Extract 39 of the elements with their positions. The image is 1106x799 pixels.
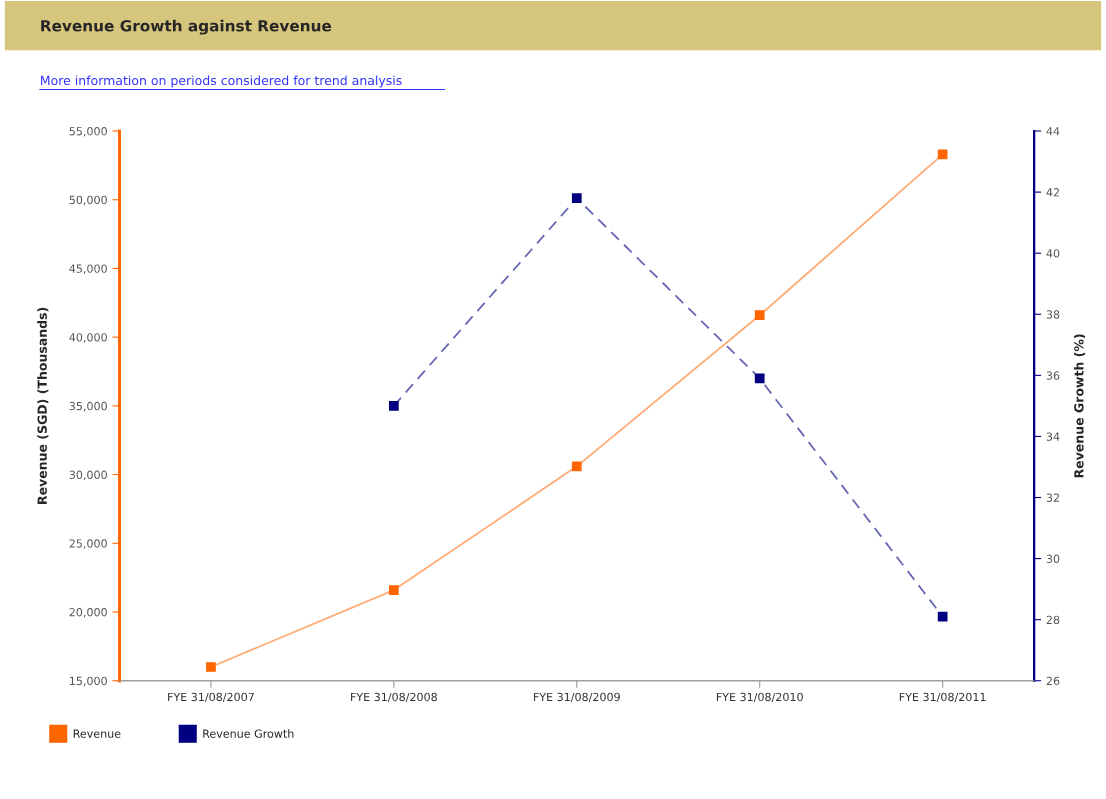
y2-tick-label: 26 xyxy=(1046,676,1060,686)
x-tick-label: FYE 31/08/2009 xyxy=(533,692,620,703)
point xyxy=(571,193,582,204)
point xyxy=(571,461,582,472)
y2-tick-label: 28 xyxy=(1046,615,1060,625)
x-tick-label: FYE 31/08/2010 xyxy=(716,692,803,703)
y2-tick-label: 34 xyxy=(1046,432,1060,441)
y2-tick-label: 32 xyxy=(1046,493,1059,502)
chart-title: Revenue Growth against Revenue xyxy=(41,19,332,35)
y-tick-label: 45,000 xyxy=(69,264,107,274)
y2-tick-label: 44 xyxy=(1046,127,1060,136)
point xyxy=(206,662,216,672)
y2-tick-label: 30 xyxy=(1046,554,1060,563)
legend-label: Revenue xyxy=(73,729,121,738)
y2-tick-label: 42 xyxy=(1046,188,1059,197)
y2-tick-label: 40 xyxy=(1046,249,1060,258)
y-tick-label: 30,000 xyxy=(69,470,107,481)
legend-label: Revenue Growth xyxy=(203,729,294,738)
point xyxy=(388,401,399,411)
point xyxy=(388,585,399,595)
y-axis-title: Revenue (SGD) (Thousands) xyxy=(37,307,49,504)
y-tick-label: 35,000 xyxy=(69,401,107,412)
y-tick-label: 40,000 xyxy=(69,333,107,343)
x-tick-label: FYE 31/08/2007 xyxy=(168,692,254,703)
y-tick-label: 55,000 xyxy=(69,127,107,137)
x-tick-label: FYE 31/08/2011 xyxy=(899,692,986,703)
y-tick-label: 20,000 xyxy=(69,608,107,618)
y-tick-label: 15,000 xyxy=(69,676,107,687)
point xyxy=(937,149,948,160)
chart-subtitle: More information on periods considered for trend analysis xyxy=(41,75,402,88)
point xyxy=(754,310,765,321)
x-tick-label: FYE 31/08/2008 xyxy=(351,692,437,703)
point xyxy=(937,611,948,622)
y-tick-label: 25,000 xyxy=(69,539,107,549)
y2-tick-label: 38 xyxy=(1046,310,1060,319)
y2-tick-label: 36 xyxy=(1046,371,1060,380)
y-tick-label: 50,000 xyxy=(69,195,107,206)
y2-axis-title: Revenue Growth (%) xyxy=(1073,334,1086,478)
point xyxy=(754,373,765,384)
